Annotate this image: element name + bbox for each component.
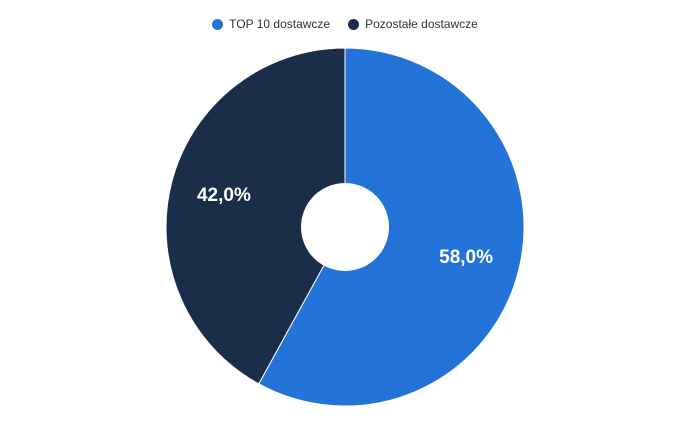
legend-label-others: Pozostałe dostawcze	[365, 17, 478, 31]
donut-hole	[301, 183, 389, 271]
legend-label-top10: TOP 10 dostawcze	[229, 17, 331, 31]
legend-item-others[interactable]: Pozostałe dostawcze	[348, 17, 478, 31]
slice-label-top10: 58,0%	[439, 247, 493, 268]
slice-others[interactable]	[165, 47, 346, 385]
legend: TOP 10 dostawcze Pozostałe dostawcze	[0, 17, 690, 31]
slice-label-others: 42,0%	[197, 185, 251, 206]
legend-item-top10[interactable]: TOP 10 dostawcze	[212, 17, 330, 31]
slice-top10[interactable]	[258, 47, 525, 407]
legend-marker-others	[348, 18, 360, 30]
legend-marker-top10	[212, 18, 224, 30]
